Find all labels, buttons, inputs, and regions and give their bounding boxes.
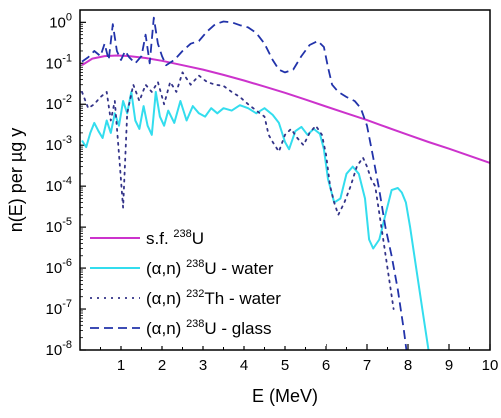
legend-label-2: (α,n) 232Th - water (146, 288, 281, 308)
y-tick-label: 10-4 (46, 175, 72, 195)
y-tick-label: 10-2 (46, 93, 72, 113)
y-tick-exponent: -3 (62, 134, 72, 146)
series-line-0 (81, 54, 490, 164)
legend-suffix: U - water (204, 259, 273, 278)
legend: s.f. 238U(α,n) 238U - water(α,n) 232Th -… (86, 218, 326, 346)
y-tick-base: 10 (46, 301, 63, 318)
legend-prefix: (α,n) (146, 289, 186, 308)
y-tick-label: 100 (49, 11, 72, 31)
legend-superscript: 238 (186, 258, 204, 270)
legend-prefix: (α,n) (146, 319, 186, 338)
x-tick-label: 5 (281, 357, 289, 374)
x-tick-label: 2 (158, 357, 166, 374)
legend-label-1: (α,n) 238U - water (146, 258, 274, 278)
y-tick-exponent: -5 (62, 216, 72, 228)
x-tick-label: 7 (363, 357, 371, 374)
y-tick-base: 10 (46, 342, 63, 359)
y-tick-base: 10 (46, 55, 63, 72)
y-tick-base: 10 (46, 219, 63, 236)
y-tick-exponent: -1 (62, 52, 72, 64)
legend-suffix: U - glass (204, 319, 271, 338)
y-tick-base: 10 (46, 178, 63, 195)
legend-prefix: s.f. (146, 229, 173, 248)
legend-prefix: (α,n) (146, 259, 186, 278)
x-tick-label: 10 (482, 357, 499, 374)
y-tick-base: 10 (49, 14, 66, 31)
series-layer (81, 16, 490, 350)
y-tick-exponent: -6 (62, 257, 72, 269)
x-tick-label: 8 (404, 357, 412, 374)
legend-superscript: 238 (186, 318, 204, 330)
legend-superscript: 232 (186, 288, 204, 300)
y-tick-label: 10-7 (46, 298, 72, 318)
y-axis-label: n(E) per µg y (6, 128, 26, 232)
y-tick-exponent: -4 (62, 175, 72, 187)
series-line-1 (81, 90, 430, 350)
y-tick-base: 10 (46, 260, 63, 277)
y-tick-label: 10-1 (46, 52, 72, 72)
y-tick-label: 10-5 (46, 216, 72, 236)
plot-frame (79, 9, 491, 351)
y-tick-label: 10-3 (46, 134, 72, 154)
legend-label-3: (α,n) 238U - glass (146, 318, 272, 338)
y-tick-exponent: -2 (62, 93, 72, 105)
y-tick-exponent: -7 (62, 298, 72, 310)
y-tick-label: 10-8 (46, 339, 72, 359)
legend-superscript: 238 (173, 228, 191, 240)
y-tick-base: 10 (46, 96, 63, 113)
x-tick-label: 6 (322, 357, 330, 374)
y-tick-exponent: -8 (62, 339, 72, 351)
y-tick-label: 10-6 (46, 257, 72, 277)
legend-suffix: U (192, 229, 204, 248)
y-tick-exponent: 0 (66, 11, 72, 23)
x-axis-label: E (MeV) (252, 386, 318, 406)
x-tick-label: 9 (445, 357, 453, 374)
series-line-2 (81, 71, 395, 310)
legend-suffix: Th - water (204, 289, 281, 308)
legend-label-0: s.f. 238U (146, 228, 204, 248)
x-tick-label: 3 (199, 357, 207, 374)
x-tick-labels: 1 2 3 4 5 6 7 8 9 10 (117, 357, 499, 374)
x-tick-label: 1 (117, 357, 125, 374)
x-tick-label: 4 (240, 357, 248, 374)
series-line-3 (81, 16, 408, 350)
legend-background (86, 218, 326, 346)
y-tick-base: 10 (46, 137, 63, 154)
